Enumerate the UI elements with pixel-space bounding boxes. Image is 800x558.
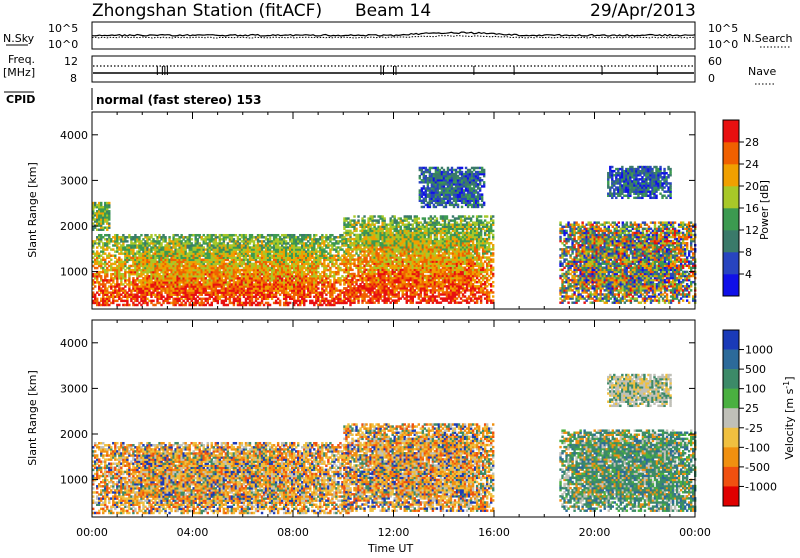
date-title: 29/Apr/2013 — [590, 1, 696, 21]
power-heatmap — [92, 166, 696, 306]
heatmap-cell — [100, 275, 102, 277]
heatmap-cell — [110, 259, 112, 261]
heatmap-cell — [317, 287, 319, 289]
heatmap-cell — [394, 215, 396, 217]
freq-tick-bottom: 8 — [70, 72, 77, 85]
heatmap-cell — [114, 255, 116, 257]
heatmap-cell — [269, 304, 271, 306]
noise-search-label: N.Search — [743, 32, 793, 45]
noise-strip: N.Sky 10^5 10^0 10^5 10^0 N.Search — [3, 22, 793, 51]
heatmap-cell — [410, 215, 412, 217]
heatmap-cell — [357, 215, 359, 217]
nave-tick-top: 60 — [708, 55, 722, 68]
heatmap-cell — [118, 304, 120, 306]
heatmap-cell — [345, 256, 347, 258]
heatmap-cell — [309, 234, 311, 236]
freq-label: Freq. — [8, 53, 35, 66]
heatmap-cell — [140, 234, 142, 236]
heatmap-cell — [168, 236, 170, 238]
freq-unit-label: [MHz] — [3, 66, 35, 79]
heatmap-cell — [357, 219, 359, 221]
heatmap-cell — [150, 234, 152, 236]
noise-left-tick-top: 10^5 — [48, 22, 78, 35]
heatmap-cell — [164, 236, 166, 238]
heatmap-cell — [347, 248, 349, 250]
heatmap-cell — [152, 300, 154, 302]
nave-tick-bottom: 0 — [708, 72, 715, 85]
cpid-label: CPID — [6, 93, 35, 106]
nave-label: Nave — [748, 65, 776, 78]
heatmap-cell — [315, 234, 317, 236]
heatmap-cell — [363, 219, 365, 221]
heatmap-cell — [305, 300, 307, 302]
heatmap-cell — [128, 304, 130, 306]
heatmap-cell — [329, 279, 331, 281]
heatmap-cell — [94, 285, 96, 287]
noise-left-tick-bottom: 10^0 — [48, 38, 78, 51]
heatmap-cell — [351, 269, 353, 271]
heatmap-cell — [343, 277, 345, 279]
noise-right-tick-top: 10^5 — [708, 22, 738, 35]
heatmap-cell — [349, 304, 351, 306]
freq-strip: Freq. [MHz] 12 8 60 0 Nave — [3, 53, 776, 85]
heatmap-cell — [363, 215, 365, 217]
heatmap-cell — [373, 215, 375, 217]
noise-sky-trace — [92, 32, 695, 36]
heatmap-cell — [245, 234, 247, 236]
heatmap-cell — [108, 234, 110, 236]
freq-tick-top: 12 — [64, 55, 78, 68]
heatmap-cell — [383, 217, 385, 219]
cpid-mode: normal (fast stereo) 153 — [96, 93, 262, 107]
beam-title: Beam 14 — [355, 1, 431, 21]
heatmap-cell — [96, 298, 98, 300]
heatmap-cell — [355, 228, 357, 230]
noise-right-tick-bottom: 10^0 — [708, 38, 738, 51]
heatmap-cell — [190, 238, 192, 240]
heatmap-cell — [353, 215, 355, 217]
noise-sky-label: N.Sky — [3, 32, 35, 45]
station-title: Zhongshan Station (fitACF) — [92, 1, 322, 21]
heatmap-cell — [289, 302, 291, 304]
heatmap-cell — [279, 300, 281, 302]
heatmap-cell — [126, 240, 128, 242]
